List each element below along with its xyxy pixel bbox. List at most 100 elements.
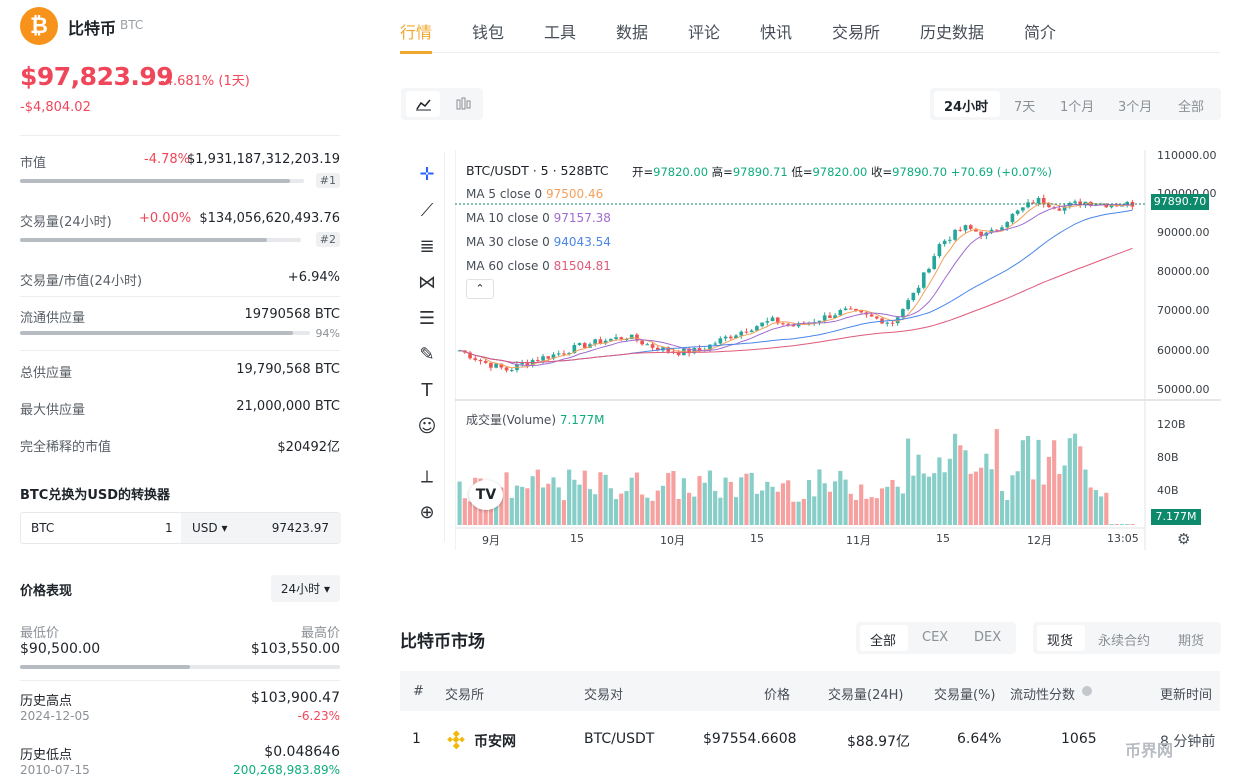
- fib-icon[interactable]: ☰: [418, 308, 436, 329]
- tab-history[interactable]: 历史数据: [920, 23, 985, 42]
- collapse-legend-button[interactable]: ⌃: [466, 279, 494, 299]
- market-cap-label: 市值: [20, 156, 47, 171]
- seg-dex[interactable]: DEX: [974, 630, 1002, 645]
- candle-body: [551, 354, 556, 359]
- volume-bar: [822, 483, 827, 525]
- price-change-pct: -4.681% (1天): [160, 74, 250, 89]
- tab-market[interactable]: 行情: [400, 23, 433, 42]
- tab-comments[interactable]: 评论: [688, 23, 721, 42]
- volume-bar: [640, 494, 645, 525]
- candle-body: [473, 358, 478, 360]
- candle-body: [781, 323, 785, 325]
- seg-spot[interactable]: 现货: [1047, 634, 1074, 649]
- candle-body: [1026, 202, 1030, 208]
- ruler-icon[interactable]: ⟂: [420, 466, 433, 487]
- volume-bar: [942, 472, 947, 525]
- volume-bar: [488, 499, 493, 525]
- crosshair-icon[interactable]: ✛: [419, 164, 435, 185]
- y-tick: 80000.00: [1157, 265, 1210, 278]
- ath-label: 历史高点: [20, 694, 73, 709]
- zoom-in-icon[interactable]: ⊕: [419, 502, 435, 523]
- volume-bar: [655, 490, 660, 525]
- candle-body: [744, 331, 749, 333]
- converter-currency-select[interactable]: USD ▾: [192, 521, 228, 535]
- pattern-icon[interactable]: ⋈: [418, 272, 436, 293]
- brush-icon[interactable]: ✎: [419, 344, 435, 365]
- candle-body: [890, 322, 895, 324]
- tab-intro[interactable]: 简介: [1024, 23, 1057, 42]
- seg-active-bg: [860, 625, 908, 651]
- volume-bar: [1072, 433, 1078, 525]
- candle-body: [1062, 206, 1067, 211]
- candle-body: [958, 229, 963, 231]
- candle-body: [822, 315, 827, 321]
- volume-bar: [812, 496, 817, 525]
- candle-body: [708, 344, 712, 350]
- volume-bar: [1057, 473, 1062, 525]
- tradingview-logo-icon[interactable]: TV: [469, 480, 503, 510]
- volume-bar: [817, 469, 822, 525]
- volume-legend: 成交量(Volume) 7.177M: [466, 413, 605, 427]
- settings-gear-icon[interactable]: ⚙: [1177, 530, 1191, 548]
- perf-range-select[interactable]: 24小时 ▾: [270, 575, 340, 602]
- candle-body: [937, 244, 942, 257]
- candle-chart-icon[interactable]: [446, 91, 480, 117]
- info-icon[interactable]: [1082, 686, 1092, 696]
- line-chart-icon[interactable]: [406, 91, 440, 117]
- vol-tick: 40B: [1157, 484, 1179, 497]
- range-all[interactable]: 全部: [1178, 100, 1205, 115]
- volume-bar: [791, 501, 796, 525]
- range-1m[interactable]: 1个月: [1060, 100, 1095, 115]
- tab-wallet[interactable]: 钱包: [472, 23, 505, 42]
- volume-bar: [916, 454, 921, 525]
- emoji-icon[interactable]: ☺: [417, 416, 437, 437]
- seg-futures[interactable]: 期货: [1178, 634, 1205, 649]
- horizontal-lines-icon[interactable]: ≣: [419, 236, 435, 257]
- candle-body: [979, 231, 983, 236]
- volume-bar: [1046, 456, 1052, 525]
- row-exchange[interactable]: 币安网: [474, 734, 516, 750]
- tab-exchanges[interactable]: 交易所: [832, 23, 881, 42]
- y-tick: 70000.00: [1157, 304, 1210, 317]
- th-volume-pct: 交易量(%): [934, 688, 996, 703]
- circ-supply-pct: 94%: [315, 327, 340, 340]
- candle-body: [676, 352, 681, 356]
- volume-bar: [1083, 469, 1088, 525]
- volume-bar: [1067, 438, 1072, 525]
- coin-name: 比特币: [68, 19, 117, 38]
- volume-bar: [749, 472, 754, 525]
- vol-tick: 80B: [1157, 451, 1179, 464]
- candle-body: [468, 352, 472, 359]
- candle-body: [734, 335, 738, 339]
- volume-bar: [952, 433, 958, 525]
- candle-body: [953, 229, 957, 240]
- row-pair[interactable]: BTC/USDT: [584, 731, 655, 747]
- tab-data[interactable]: 数据: [616, 23, 649, 42]
- candle-body: [911, 292, 916, 301]
- range-7d[interactable]: 7天: [1014, 100, 1036, 115]
- volume-bar: [509, 497, 514, 525]
- volume-bar: [530, 476, 535, 525]
- volume-bar: [1052, 440, 1057, 525]
- converter-amount-input[interactable]: 1: [165, 521, 173, 535]
- seg-all[interactable]: 全部: [870, 634, 897, 649]
- market-cap-bar: [20, 179, 304, 183]
- tab-news[interactable]: 快讯: [760, 23, 793, 42]
- tab-tools[interactable]: 工具: [544, 23, 577, 42]
- max-supply-label: 最大供应量: [20, 403, 86, 418]
- candle-body: [801, 323, 806, 325]
- range-24h[interactable]: 24小时: [944, 100, 989, 115]
- last-price-tag: 97890.70: [1151, 194, 1209, 210]
- candle-body: [1120, 205, 1124, 207]
- seg-cex[interactable]: CEX: [922, 630, 949, 645]
- range-3m[interactable]: 3个月: [1118, 100, 1153, 115]
- candle-body: [989, 229, 994, 233]
- candle-body: [692, 348, 697, 354]
- seg-perpetual[interactable]: 永续合约: [1098, 634, 1151, 649]
- candle-body: [718, 338, 723, 344]
- total-supply-value: 19,790,568 BTC: [236, 362, 340, 377]
- circ-supply-value: 19790568 BTC: [244, 307, 340, 322]
- text-tool-icon[interactable]: T: [421, 380, 433, 401]
- trendline-icon[interactable]: ⟋: [420, 200, 434, 221]
- volume-bar: [671, 471, 676, 525]
